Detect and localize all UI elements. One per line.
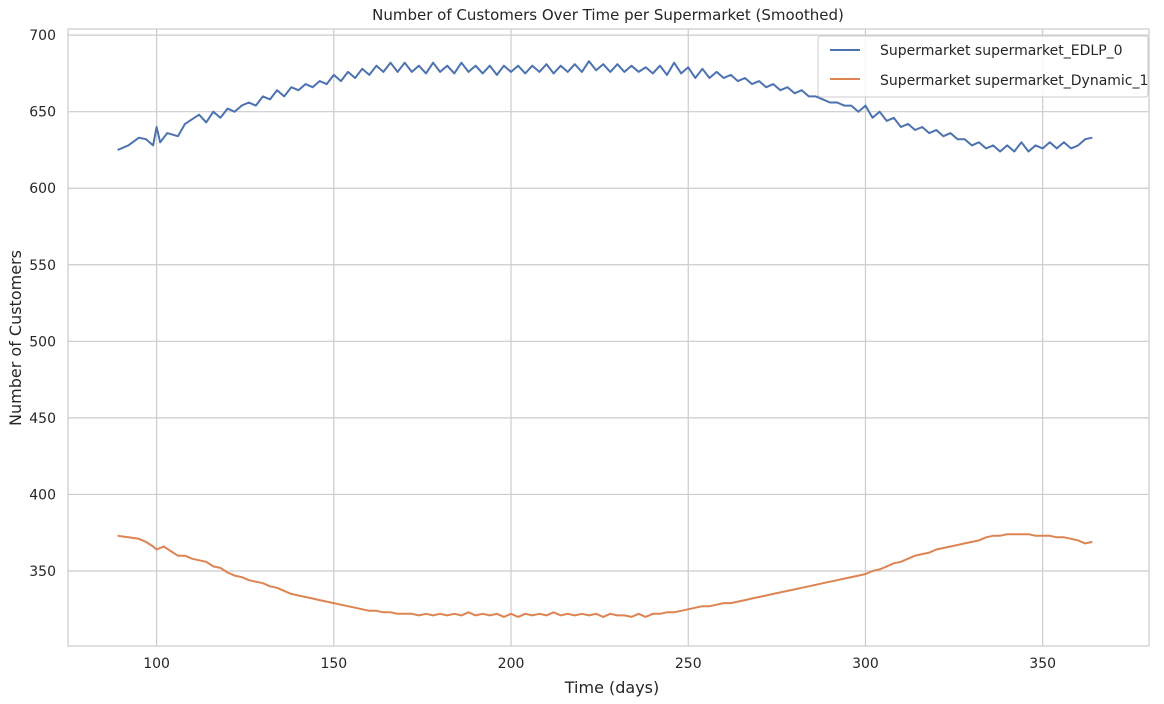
x-tick-label: 150 [320,656,347,672]
y-tick-label: 600 [29,181,56,197]
y-tick-label: 700 [29,28,56,44]
x-tick-label: 250 [675,656,702,672]
series-line-1 [117,533,1093,618]
y-axis-label: Number of Customers [6,250,25,426]
x-tick-label: 200 [498,656,525,672]
legend: Supermarket supermarket_EDLP_0 Supermark… [817,35,1149,98]
x-tick-label: 300 [852,656,879,672]
plot-area [67,28,1150,647]
series-lines [117,60,1093,618]
chart-title: Number of Customers Over Time per Superm… [372,6,844,24]
x-tick-label: 100 [143,656,170,672]
legend-label-edlp: Supermarket supermarket_EDLP_0 [880,43,1123,59]
series-line-0 [117,60,1093,153]
legend-label-dynamic: Supermarket supermarket_Dynamic_1 [880,73,1148,89]
legend-box [817,35,1149,98]
x-tick-label: 350 [1029,656,1056,672]
y-tick-label: 550 [29,258,56,274]
y-tick-label: 450 [29,411,56,427]
y-tick-label: 400 [29,487,56,503]
y-tick-label: 650 [29,105,56,121]
y-tick-labels: 350 400 450 500 550 600 650 700 [29,28,56,580]
x-tick-labels: 100 150 200 250 300 350 [143,656,1056,672]
y-tick-label: 500 [29,334,56,350]
y-tick-label: 350 [29,564,56,580]
x-axis-label: Time (days) [564,678,660,697]
grid-lines [68,29,1149,646]
